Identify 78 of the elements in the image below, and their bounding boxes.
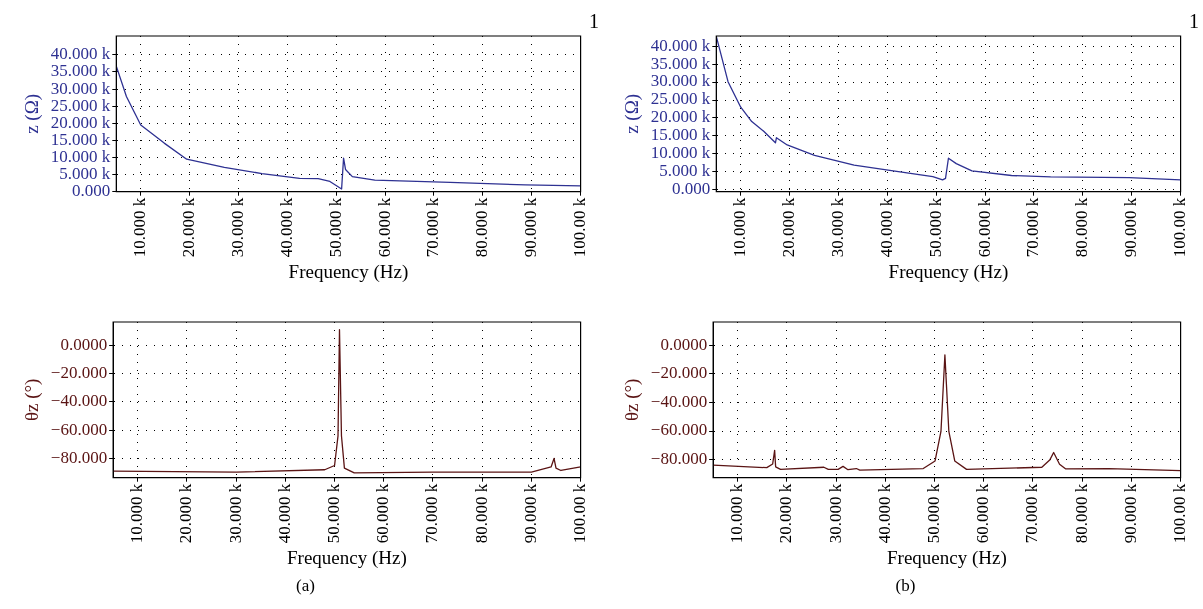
x-tick-label: 100.00 k	[1170, 483, 1190, 544]
y-tick-label: 15.000 k	[650, 125, 711, 145]
x-tick-label: 30.000 k	[227, 197, 247, 258]
x-tick-label: 10.000 k	[130, 197, 150, 258]
y-tick-label: 40.000 k	[50, 44, 111, 64]
x-tick-label: 100.00 k	[1170, 197, 1190, 258]
x-tick-label: 60.000 k	[974, 197, 994, 258]
x-tick-label: 90.000 k	[1121, 197, 1141, 258]
x-tick-label: 60.000 k	[973, 483, 993, 544]
x-tick-label: 80.000 k	[472, 197, 492, 258]
y-axis-title: θz (°)	[21, 378, 44, 422]
y-tick-label: 20.000 k	[650, 107, 711, 127]
x-tick-label: 100.00 k	[570, 197, 590, 258]
y-tick-label: 0.000	[672, 179, 711, 199]
x-tick-label: 30.000 k	[827, 197, 847, 258]
text: 1	[1189, 10, 1199, 33]
x-tick-label: 20.000 k	[776, 483, 796, 544]
x-tick-label: 70.000 k	[1023, 197, 1043, 258]
x-tick-label: 60.000 k	[373, 483, 393, 544]
y-axis-title: z (Ω)	[621, 93, 644, 134]
y-tick-label: −20.000	[50, 362, 108, 382]
x-tick-label: 50.000 k	[925, 197, 945, 258]
x-tick-label: 20.000 k	[779, 197, 799, 258]
text: 1	[589, 10, 599, 33]
x-tick-label: 30.000 k	[225, 483, 245, 544]
y-tick-label: 25.000 k	[650, 89, 711, 109]
y-tick-label: 5.000 k	[659, 161, 711, 181]
x-tick-label: 30.000 k	[825, 483, 845, 544]
x-tick-label: 70.000 k	[423, 197, 443, 258]
y-tick-label: −40.000	[50, 391, 108, 411]
x-tick-label: 90.000 k	[1120, 483, 1140, 544]
x-tick-label: 40.000 k	[874, 483, 894, 544]
y-tick-label: −80.000	[650, 449, 708, 469]
y-tick-label: 0.000	[72, 181, 111, 201]
y-axis-title: θz (°)	[621, 378, 644, 422]
y-tick-label: −80.000	[50, 447, 108, 467]
x-axis-title: Frequency (Hz)	[886, 546, 1007, 569]
y-tick-label: 0.0000	[660, 334, 708, 354]
x-tick-label: 20.000 k	[179, 197, 199, 258]
y-tick-label: 10.000 k	[50, 146, 111, 166]
x-tick-label: 60.000 k	[374, 197, 394, 258]
y-tick-label: 0.0000	[60, 334, 108, 354]
x-tick-label: 90.000 k	[520, 483, 540, 544]
y-tick-label: 5.000 k	[59, 164, 111, 184]
x-tick-label: 80.000 k	[471, 483, 491, 544]
x-axis-title: Frequency (Hz)	[286, 546, 407, 569]
x-tick-label: 50.000 k	[325, 197, 345, 258]
x-tick-label: 70.000 k	[1022, 483, 1042, 544]
y-tick-label: 25.000 k	[50, 95, 111, 115]
y-axis-title: z (Ω)	[21, 93, 44, 134]
x-tick-label: 40.000 k	[876, 197, 896, 258]
x-tick-label: 100.00 k	[570, 483, 590, 544]
y-tick-label: 20.000 k	[50, 112, 111, 132]
x-tick-label: 50.000 k	[324, 483, 344, 544]
x-tick-label: 90.000 k	[521, 197, 541, 258]
y-tick-label: 15.000 k	[50, 129, 111, 149]
x-tick-label: 80.000 k	[1071, 483, 1091, 544]
y-tick-label: 35.000 k	[650, 53, 711, 73]
x-tick-label: 40.000 k	[276, 197, 296, 258]
x-tick-label: 10.000 k	[730, 197, 750, 258]
x-axis-title: Frequency (Hz)	[888, 260, 1009, 283]
x-tick-label: 70.000 k	[422, 483, 442, 544]
y-tick-label: −20.000	[650, 363, 708, 383]
y-tick-label: 10.000 k	[650, 143, 711, 163]
text: (a)	[295, 576, 316, 596]
y-tick-label: −60.000	[50, 419, 108, 439]
y-tick-label: 30.000 k	[650, 71, 711, 91]
x-axis-title: Frequency (Hz)	[288, 260, 409, 283]
text: (b)	[894, 576, 917, 596]
x-tick-label: 20.000 k	[176, 483, 196, 544]
y-tick-label: −60.000	[650, 420, 708, 440]
y-tick-label: −40.000	[650, 391, 708, 411]
x-tick-label: 40.000 k	[274, 483, 294, 544]
x-tick-label: 50.000 k	[924, 483, 944, 544]
y-tick-label: 40.000 k	[650, 35, 711, 55]
y-tick-label: 35.000 k	[50, 61, 111, 81]
x-tick-label: 80.000 k	[1072, 197, 1092, 258]
y-tick-label: 30.000 k	[50, 78, 111, 98]
